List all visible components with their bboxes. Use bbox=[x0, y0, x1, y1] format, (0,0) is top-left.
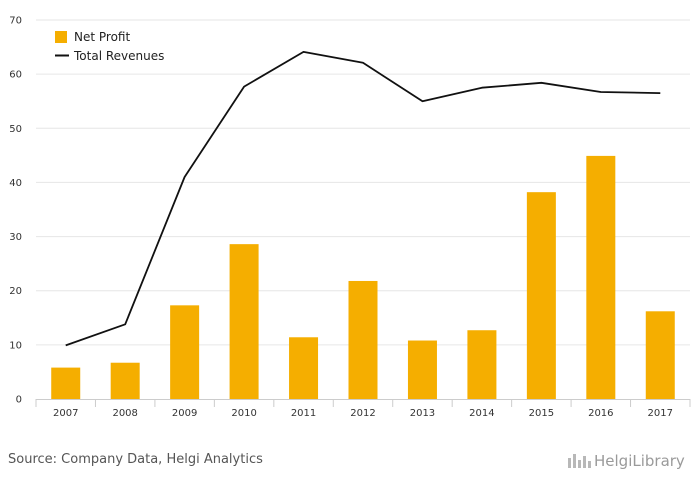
bar-net-profit-2013 bbox=[407, 340, 437, 399]
bar-net-profit-2009 bbox=[170, 305, 200, 399]
net-profit-bars bbox=[51, 155, 675, 399]
bar-net-profit-2007 bbox=[51, 367, 81, 399]
y-tick-label-0: 0 bbox=[16, 395, 22, 406]
x-tick-labels: 2007 2008 2009 2010 2011 2012 2013 2014 2015 2016… bbox=[53, 408, 673, 419]
x-tick-label-2016: 2016 bbox=[588, 408, 613, 419]
x-tick-label-2012: 2012 bbox=[350, 408, 375, 419]
y-tick-label-10: 10 bbox=[9, 340, 22, 351]
footer: Source: Company Data, Helgi Analytics He… bbox=[8, 452, 685, 470]
brand-name: HelgiLibrary bbox=[594, 452, 685, 470]
x-tick-label-2014: 2014 bbox=[469, 408, 494, 419]
grid-lines bbox=[36, 19, 690, 346]
legend-label-net-profit: Net Profit bbox=[74, 30, 130, 44]
x-tick-label-2009: 2009 bbox=[172, 408, 197, 419]
bar-net-profit-2016 bbox=[586, 155, 616, 399]
x-tick-label-2015: 2015 bbox=[529, 408, 554, 419]
axes bbox=[35, 399, 691, 407]
x-tick-label-2010: 2010 bbox=[231, 408, 256, 419]
y-tick-label-40: 40 bbox=[9, 178, 22, 189]
y-tick-label-60: 60 bbox=[9, 70, 22, 81]
x-tick-label-2007: 2007 bbox=[53, 408, 78, 419]
source-note: Source: Company Data, Helgi Analytics bbox=[8, 452, 263, 467]
y-tick-label-20: 20 bbox=[9, 286, 22, 297]
legend-label-total-revenues: Total Revenues bbox=[73, 49, 164, 63]
bar-net-profit-2015 bbox=[526, 192, 556, 399]
legend-swatch-net-profit bbox=[55, 31, 67, 43]
y-tick-labels: 0 10 20 30 40 50 60 70 bbox=[9, 16, 22, 406]
bar-net-profit-2014 bbox=[467, 330, 497, 399]
bar-net-profit-2012 bbox=[348, 280, 378, 399]
x-tick-label-2008: 2008 bbox=[112, 408, 137, 419]
y-tick-label-50: 50 bbox=[9, 124, 22, 135]
x-tick-label-2013: 2013 bbox=[410, 408, 435, 419]
legend: Net Profit Total Revenues bbox=[55, 30, 164, 63]
bar-net-profit-2008 bbox=[110, 362, 140, 399]
bar-net-profit-2017 bbox=[645, 311, 675, 399]
bar-net-profit-2010 bbox=[229, 244, 259, 399]
bar-net-profit-2011 bbox=[289, 337, 319, 399]
x-tick-label-2011: 2011 bbox=[291, 408, 316, 419]
y-tick-label-30: 30 bbox=[9, 232, 22, 243]
total-revenues-line bbox=[65, 51, 661, 347]
helgi-logo-icon bbox=[568, 454, 591, 468]
x-tick-label-2017: 2017 bbox=[648, 408, 673, 419]
total-revenues-line-group bbox=[65, 51, 661, 347]
y-tick-label-70: 70 bbox=[9, 16, 22, 27]
